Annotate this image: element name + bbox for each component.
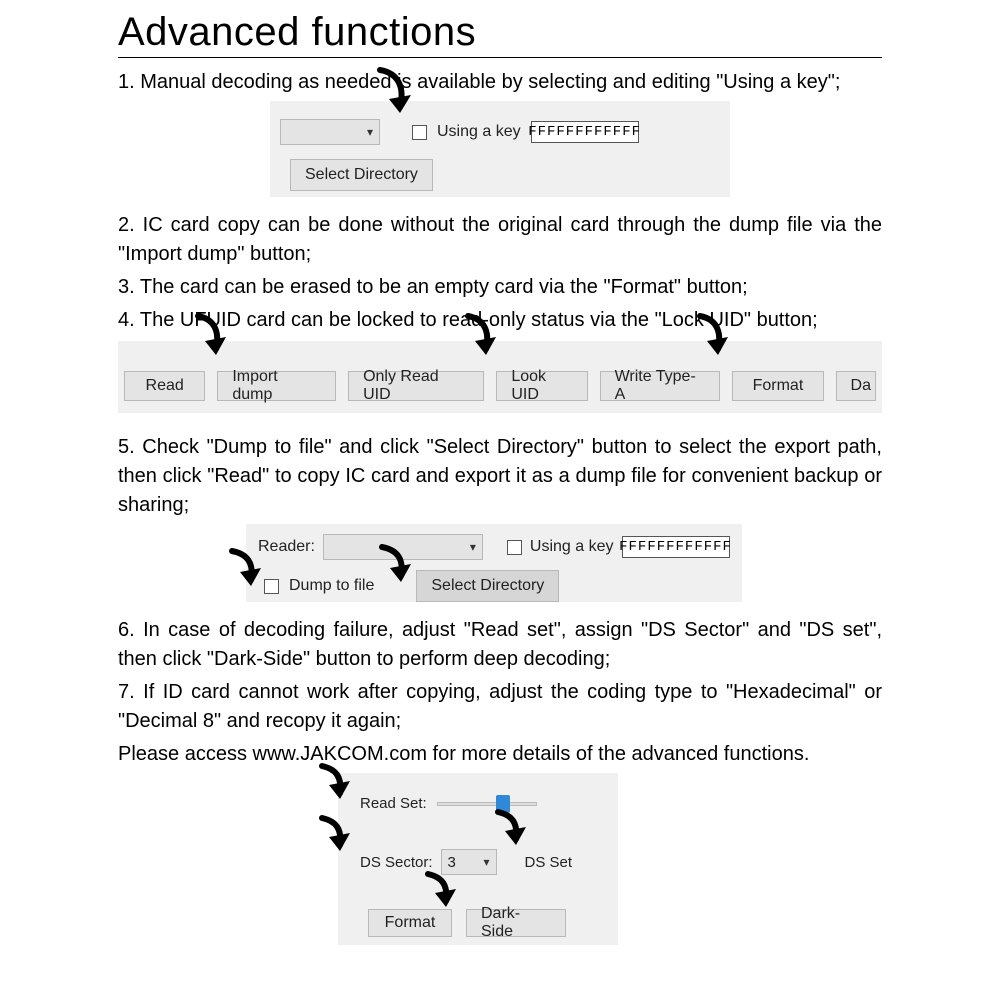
format-button[interactable]: Format bbox=[732, 371, 823, 401]
arrow-icon bbox=[188, 311, 234, 367]
using-key-label: Using a key bbox=[530, 538, 614, 556]
para-7: 7. If ID card cannot work after copying,… bbox=[118, 678, 882, 736]
arrow-icon bbox=[420, 869, 464, 917]
chevron-down-icon: ▾ bbox=[484, 855, 490, 869]
key-value-input[interactable]: FFFFFFFFFFFF bbox=[622, 536, 730, 558]
using-key-checkbox[interactable] bbox=[507, 540, 522, 555]
para-2: 2. IC card copy can be done without the … bbox=[118, 211, 882, 269]
para-1: 1. Manual decoding as needed is availabl… bbox=[118, 68, 882, 97]
chevron-down-icon: ▾ bbox=[470, 540, 476, 554]
select-directory-button[interactable]: Select Directory bbox=[416, 570, 559, 602]
arrow-icon bbox=[314, 761, 358, 809]
para-6: 6. In case of decoding failure, adjust "… bbox=[118, 616, 882, 674]
page-title: Advanced functions bbox=[118, 10, 882, 58]
arrow-icon bbox=[690, 311, 736, 367]
dropdown[interactable]: ▾ bbox=[280, 119, 380, 145]
key-value-input[interactable]: FFFFFFFFFFFF bbox=[531, 121, 639, 143]
write-type-a-button[interactable]: Write Type-A bbox=[600, 371, 721, 401]
import-dump-button[interactable]: Import dump bbox=[217, 371, 336, 401]
using-key-label: Using a key bbox=[437, 123, 521, 141]
read-set-slider[interactable] bbox=[437, 802, 537, 806]
para-3: 3. The card can be erased to be an empty… bbox=[118, 273, 882, 302]
figure-dump-to-file: Reader: ▾ Using a key FFFFFFFFFFFF Dump … bbox=[246, 524, 742, 602]
figure-dark-side: Read Set: DS Sector: 3 ▾ DS Set Format D… bbox=[338, 773, 618, 945]
ds-sector-label: DS Sector: bbox=[360, 854, 433, 871]
dump-to-file-label: Dump to file bbox=[289, 577, 374, 595]
da-button-partial[interactable]: Da bbox=[836, 371, 876, 401]
chevron-down-icon: ▾ bbox=[367, 125, 373, 139]
dark-side-button[interactable]: Dark-Side bbox=[466, 909, 566, 937]
arrow-icon bbox=[374, 542, 420, 592]
look-uid-button[interactable]: Look UID bbox=[496, 371, 587, 401]
para-5: 5. Check "Dump to file" and click "Selec… bbox=[118, 433, 882, 520]
only-read-uid-button[interactable]: Only Read UID bbox=[348, 371, 484, 401]
arrow-icon bbox=[458, 311, 504, 367]
arrow-icon bbox=[224, 546, 270, 596]
ds-sector-value: 3 bbox=[448, 854, 456, 871]
figure-using-key: ▾ Using a key FFFFFFFFFFFF Select Direct… bbox=[270, 101, 730, 197]
using-key-checkbox[interactable] bbox=[412, 125, 427, 140]
figure-button-row: Read Import dump Only Read UID Look UID … bbox=[118, 341, 882, 413]
select-directory-button[interactable]: Select Directory bbox=[290, 159, 433, 191]
arrow-icon bbox=[314, 813, 358, 861]
arrow-icon bbox=[370, 65, 420, 125]
para-8: Please access www.JAKCOM.com for more de… bbox=[118, 740, 882, 769]
ds-set-label: DS Set bbox=[525, 854, 573, 871]
read-button[interactable]: Read bbox=[124, 371, 205, 401]
read-set-label: Read Set: bbox=[360, 795, 427, 812]
arrow-icon bbox=[490, 807, 534, 855]
